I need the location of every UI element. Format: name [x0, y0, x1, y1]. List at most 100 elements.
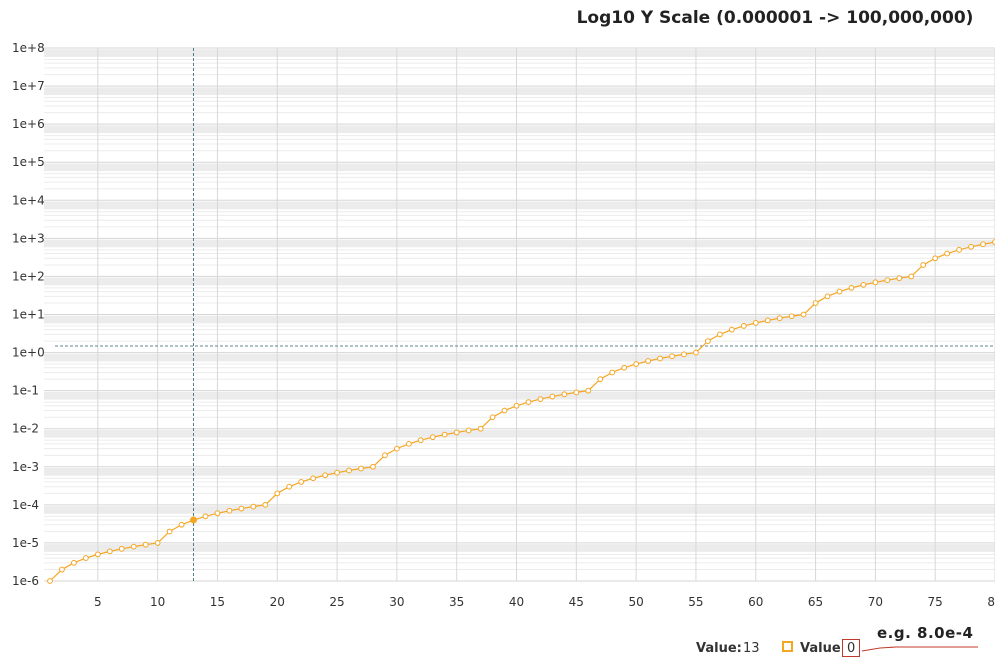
- data-point[interactable]: [728, 326, 735, 333]
- x-tick-label: 5: [94, 595, 102, 609]
- data-point[interactable]: [716, 331, 723, 338]
- data-point[interactable]: [118, 545, 125, 552]
- data-point[interactable]: [190, 516, 198, 524]
- data-point[interactable]: [788, 313, 795, 320]
- data-point[interactable]: [537, 396, 544, 402]
- data-point[interactable]: [920, 262, 927, 268]
- data-point[interactable]: [908, 273, 915, 280]
- data-point[interactable]: [178, 521, 185, 528]
- data-point[interactable]: [501, 407, 508, 414]
- input-hint: e.g. 8.0e-4: [877, 624, 974, 642]
- data-point[interactable]: [752, 320, 759, 326]
- data-point[interactable]: [657, 355, 663, 362]
- value-label: Value:: [696, 641, 742, 656]
- data-point[interactable]: [836, 288, 843, 295]
- data-point[interactable]: [465, 427, 472, 434]
- data-point[interactable]: [382, 452, 388, 459]
- data-point[interactable]: [932, 255, 939, 262]
- data-point[interactable]: [573, 389, 580, 396]
- data-point[interactable]: [310, 475, 317, 482]
- data-point[interactable]: [47, 578, 53, 584]
- data-point[interactable]: [705, 338, 711, 345]
- data-point[interactable]: [549, 393, 556, 400]
- data-point[interactable]: [812, 300, 819, 306]
- data-point[interactable]: [346, 467, 352, 474]
- data-point[interactable]: [334, 469, 340, 476]
- data-point[interactable]: [94, 551, 101, 558]
- x-axis-tick-labels: 5 10 15 20 25 30 35 40 45 50 55 60 65 70 75 80: [94, 595, 995, 609]
- data-point[interactable]: [800, 311, 807, 318]
- data-point[interactable]: [322, 472, 329, 479]
- data-point[interactable]: [154, 540, 161, 546]
- data-point[interactable]: [358, 465, 364, 472]
- data-point[interactable]: [980, 241, 986, 248]
- y-tick-label: 1e+4: [12, 193, 45, 207]
- data-point[interactable]: [71, 559, 77, 566]
- data-point[interactable]: [417, 437, 424, 444]
- data-point[interactable]: [633, 361, 640, 367]
- data-point[interactable]: [238, 505, 245, 512]
- decade-band: [44, 240, 995, 248]
- data-point[interactable]: [477, 425, 484, 432]
- data-point[interactable]: [597, 376, 604, 383]
- series-legend-toggle[interactable]: [782, 641, 793, 652]
- data-point[interactable]: [429, 434, 436, 441]
- legend-value-label: Value:: [800, 641, 846, 656]
- series-points[interactable]: [47, 239, 995, 584]
- data-point[interactable]: [202, 513, 209, 520]
- data-point[interactable]: [262, 501, 269, 508]
- crosshair: [55, 48, 995, 581]
- data-point[interactable]: [441, 431, 448, 438]
- data-point[interactable]: [645, 358, 651, 364]
- data-point[interactable]: [561, 391, 568, 398]
- y-tick-label: 1e-4: [12, 498, 39, 512]
- data-point[interactable]: [405, 440, 412, 447]
- chart-title: Log10 Y Scale (0.000001 -> 100,000,000): [576, 8, 974, 28]
- data-point[interactable]: [848, 284, 855, 291]
- data-point[interactable]: [693, 349, 699, 356]
- data-point[interactable]: [860, 281, 867, 288]
- decade-band: [44, 202, 995, 210]
- data-point[interactable]: [393, 445, 400, 452]
- value-input[interactable]: [842, 639, 860, 657]
- data-point[interactable]: [106, 548, 113, 555]
- series-line[interactable]: [49, 241, 995, 582]
- data-point[interactable]: [681, 351, 687, 358]
- data-point[interactable]: [956, 246, 963, 253]
- data-point[interactable]: [525, 399, 532, 406]
- data-point[interactable]: [298, 479, 305, 485]
- data-point[interactable]: [166, 528, 173, 535]
- x-tick-label: 15: [210, 595, 225, 609]
- data-point[interactable]: [370, 463, 376, 470]
- data-point[interactable]: [513, 402, 520, 409]
- log-scale-line-chart[interactable]: 1e-6 1e-5 1e-4 1e-3 1e-2 1e-1 1e+0 1e+1 1e+2 1e+3…: [0, 0, 995, 610]
- data-point[interactable]: [776, 315, 783, 322]
- data-point[interactable]: [609, 369, 616, 376]
- data-point[interactable]: [59, 566, 65, 573]
- data-point[interactable]: [824, 293, 831, 300]
- data-point[interactable]: [872, 279, 879, 286]
- data-point[interactable]: [740, 323, 747, 329]
- data-point[interactable]: [214, 510, 221, 517]
- data-point[interactable]: [142, 541, 149, 548]
- data-point[interactable]: [944, 250, 951, 257]
- data-point[interactable]: [884, 277, 891, 284]
- data-point[interactable]: [968, 243, 974, 250]
- data-point[interactable]: [286, 483, 293, 490]
- data-point[interactable]: [82, 555, 89, 561]
- data-point[interactable]: [489, 414, 496, 421]
- data-point[interactable]: [585, 387, 592, 394]
- data-point[interactable]: [621, 364, 628, 371]
- data-point[interactable]: [250, 503, 257, 510]
- data-point[interactable]: [669, 353, 675, 360]
- data-point[interactable]: [226, 507, 233, 514]
- decade-band: [44, 164, 995, 171]
- decade-band: [44, 506, 995, 514]
- data-point[interactable]: [764, 317, 771, 324]
- data-point[interactable]: [274, 490, 281, 497]
- data-point[interactable]: [896, 275, 903, 282]
- y-tick-label: 1e+2: [12, 269, 45, 283]
- data-point[interactable]: [130, 543, 137, 550]
- data-point[interactable]: [453, 429, 460, 436]
- x-tick-label: 30: [389, 595, 404, 609]
